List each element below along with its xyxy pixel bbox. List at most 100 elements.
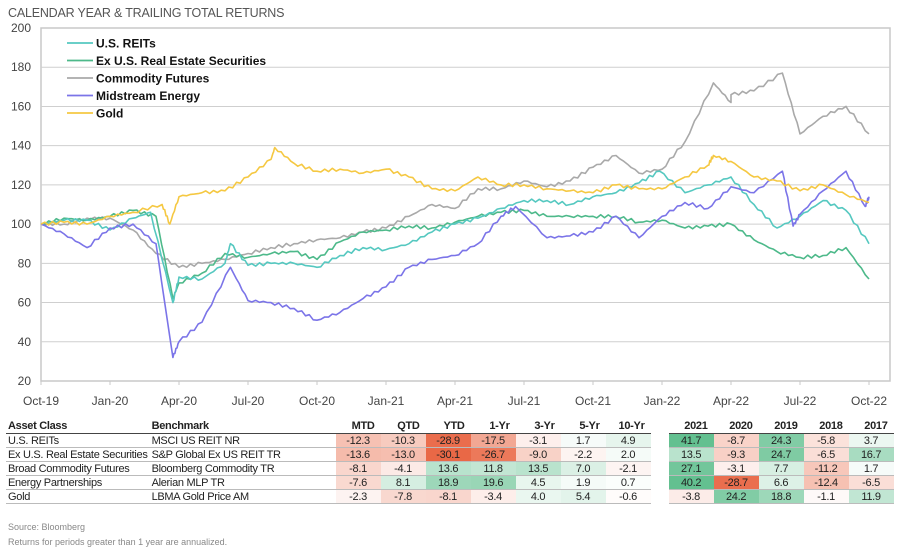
return-cell: 1.9 [560,475,606,490]
return-cell: -2.2 [560,447,606,462]
return-cell: -17.5 [470,433,516,448]
x-tick-label: Jul-22 [784,394,817,408]
column-gap [651,462,669,476]
legend-label: Ex U.S. Real Estate Securities [96,54,266,68]
return-cell: -13.6 [335,447,381,462]
return-cell: 7.7 [758,461,804,476]
series-line-u-s-reits [40,170,870,304]
return-cell: 18.8 [758,489,804,504]
x-tick-label: Oct-19 [23,394,59,408]
table-row: Energy Partnerships Alerian MLP TR -7.6 8.1… [6,475,894,490]
benchmark-cell: S&P Global Ex US REIT TR [149,447,336,462]
return-cell: 24.2 [713,489,759,504]
x-tick-label: Jan-22 [644,394,681,408]
x-tick-label: Jul-21 [508,394,541,408]
return-cell: 16.7 [848,447,894,462]
column-header: 2018 [803,419,849,434]
table-row: Broad Commodity Futures Bloomberg Commodi… [6,461,894,476]
return-cell: -3.8 [668,489,714,504]
return-cell: 6.6 [758,475,804,490]
return-cell: -9.3 [713,447,759,462]
y-tick-label: 180 [11,60,31,74]
y-tick-label: 160 [11,99,31,113]
return-cell: -6.5 [848,475,894,490]
return-cell: -7.6 [335,475,381,490]
y-tick-label: 80 [18,256,32,270]
return-cell: -30.1 [425,447,471,462]
legend-label: Midstream Energy [96,89,200,103]
return-cell: 4.0 [515,489,561,504]
return-cell: 7.0 [560,461,606,476]
asset-class-cell: U.S. REITs [6,433,150,448]
column-header: 2020 [713,419,759,434]
annualized-note: Returns for periods greater than 1 year … [8,537,228,547]
x-tick-label: Apr-21 [437,394,473,408]
column-header: 1-Yr [470,419,516,434]
x-tick-label: Jan-21 [368,394,405,408]
return-cell: 27.1 [668,461,714,476]
column-header: YTD [425,419,471,434]
column-header: 2017 [848,419,894,434]
series-line-commodity-futures [40,72,870,269]
return-cell: -3.1 [713,461,759,476]
return-cell: 24.3 [758,433,804,448]
line-chart: 20 40 60 80 100 120 140 160 180 200 Oct-19 Jan-20 Ap… [11,21,891,408]
table-row: Ex U.S. Real Estate Securities S&P Global… [6,447,894,462]
x-tick-label: Jan-20 [92,394,129,408]
benchmark-cell: LBMA Gold Price AM [149,489,336,504]
return-cell: 8.1 [380,475,426,490]
asset-class-cell: Gold [6,489,150,504]
column-header: 10-Yr [605,419,651,434]
column-header: MTD [335,419,381,434]
column-header: 2019 [758,419,804,434]
y-tick-label: 200 [11,21,31,35]
return-cell: -2.3 [335,489,381,504]
returns-table: Asset Class Benchmark MTD QTD YTD 1-Yr 3-Yr 5-Y… [6,419,894,504]
return-cell: 24.7 [758,447,804,462]
return-cell: 41.7 [668,433,714,448]
column-gap [651,448,669,462]
return-cell: -5.8 [803,433,849,448]
x-tick-label: Apr-22 [713,394,749,408]
y-tick-label: 100 [11,217,31,231]
return-cell: 1.7 [848,461,894,476]
return-cell: -1.1 [803,489,849,504]
table-body: U.S. REITs MSCI US REIT NR -12.3 -10.3 -28.9… [6,433,894,504]
source-note: Source: Bloomberg [8,522,86,532]
y-tick-label: 40 [18,335,32,349]
return-cell: -11.2 [803,461,849,476]
benchmark-cell: Alerian MLP TR [149,475,336,490]
return-cell: -4.1 [380,461,426,476]
return-cell: -7.8 [380,489,426,504]
x-tick-label: Apr-20 [161,394,197,408]
return-cell: -26.7 [470,447,516,462]
column-header: 5-Yr [560,419,606,434]
column-gap [651,490,669,504]
column-header: Benchmark [149,419,336,434]
y-tick-label: 60 [18,296,32,310]
return-cell: -12.4 [803,475,849,490]
return-cell: 0.7 [605,475,651,490]
legend-label: U.S. REITs [96,37,156,51]
return-cell: -10.3 [380,433,426,448]
benchmark-cell: MSCI US REIT NR [149,433,336,448]
y-tick-label: 140 [11,139,31,153]
asset-class-cell: Ex U.S. Real Estate Securities [6,447,150,462]
x-tick-label: Oct-22 [851,394,887,408]
return-cell: -9.0 [515,447,561,462]
table-row: Gold LBMA Gold Price AM -2.3 -7.8 -8.1 -3.4 4.… [6,489,894,504]
plot-frame [40,27,891,382]
return-cell: 40.2 [668,475,714,490]
return-cell: 2.0 [605,447,651,462]
return-cell: 18.9 [425,475,471,490]
chart-title: CALENDAR YEAR & TRAILING TOTAL RETURNS [8,6,285,20]
asset-class-cell: Energy Partnerships [6,475,150,490]
return-cell: 5.4 [560,489,606,504]
return-cell: -0.6 [605,489,651,504]
column-header: QTD [380,419,426,434]
column-header: 2021 [668,419,714,434]
table-row: U.S. REITs MSCI US REIT NR -12.3 -10.3 -28.9… [6,433,894,448]
column-gap [651,476,669,490]
return-cell: 13.5 [668,447,714,462]
